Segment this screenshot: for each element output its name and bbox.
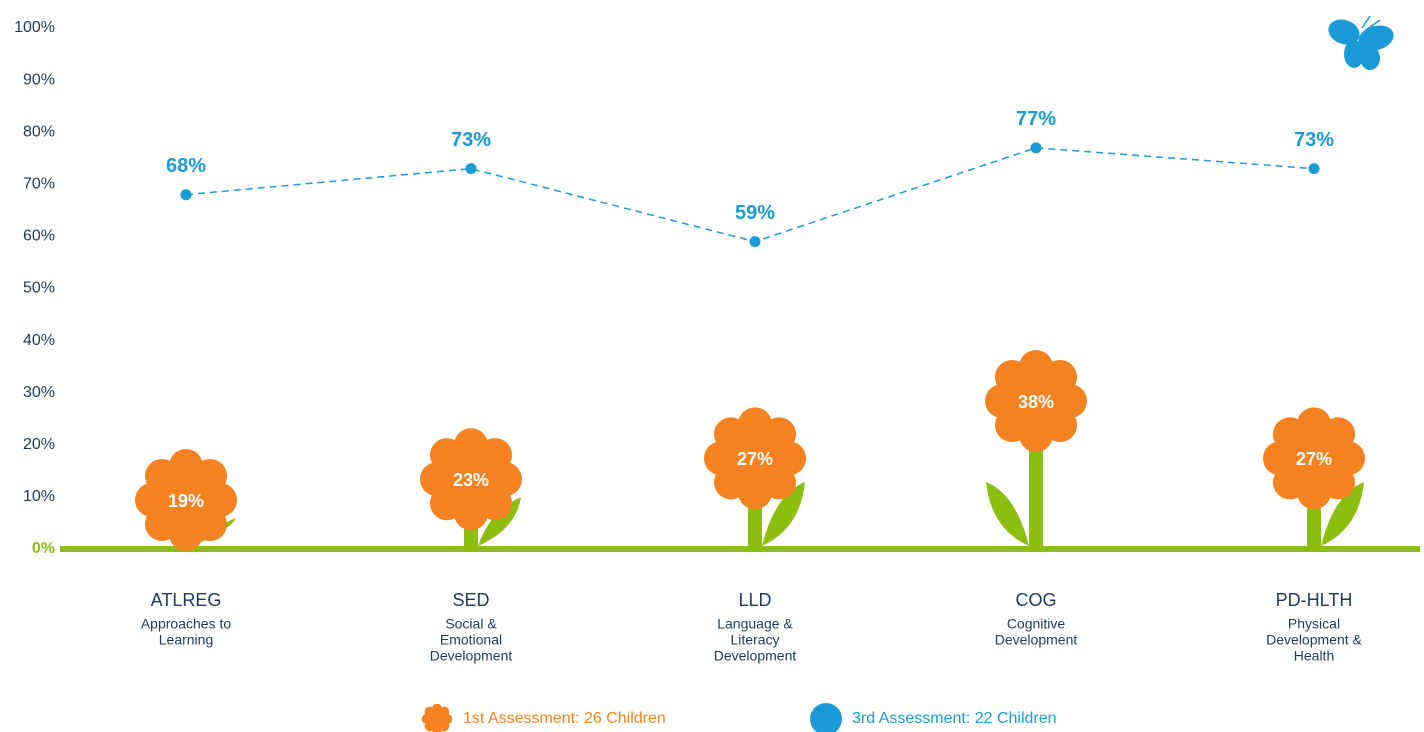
flower-center bbox=[425, 707, 449, 731]
leaf bbox=[762, 482, 805, 546]
line-point bbox=[1308, 163, 1320, 175]
value-label: 59% bbox=[735, 202, 775, 224]
category-description: Development bbox=[995, 632, 1078, 648]
line-point bbox=[749, 236, 761, 248]
butterfly-logo bbox=[1328, 15, 1394, 70]
y-tick-label: 80% bbox=[23, 123, 55, 140]
flower-center bbox=[432, 440, 510, 519]
category-description: Literacy bbox=[730, 632, 779, 648]
legend-label: 1st Assessment: 26 Children bbox=[463, 710, 666, 727]
value-label: 27% bbox=[1296, 449, 1332, 469]
line-point bbox=[180, 189, 192, 201]
line-point bbox=[465, 163, 477, 175]
category-description: Learning bbox=[159, 632, 214, 648]
value-label: 77% bbox=[1016, 108, 1056, 130]
value-label: 73% bbox=[451, 129, 491, 151]
value-label: 68% bbox=[166, 155, 206, 177]
category-label: SED bbox=[452, 590, 489, 610]
flower-center bbox=[716, 419, 794, 498]
y-tick-label: 0% bbox=[32, 540, 55, 557]
y-tick-label: 100% bbox=[14, 19, 55, 36]
category-description: Cognitive bbox=[1007, 616, 1066, 632]
value-label: 38% bbox=[1018, 392, 1054, 412]
legend-item: 1st Assessment: 26 Children bbox=[421, 703, 666, 732]
legend-item: 3rd Assessment: 22 Children bbox=[810, 703, 1057, 732]
flower-center bbox=[147, 461, 225, 540]
y-tick-label: 50% bbox=[23, 280, 55, 297]
value-label: 23% bbox=[453, 470, 489, 490]
category-description: Development bbox=[430, 648, 513, 664]
category-description: Development & bbox=[1266, 632, 1362, 648]
y-tick-label: 30% bbox=[23, 384, 55, 401]
line-point bbox=[1030, 142, 1042, 154]
value-label: 19% bbox=[168, 491, 204, 511]
y-tick-label: 40% bbox=[23, 332, 55, 349]
category-description: Physical bbox=[1288, 616, 1340, 632]
flower-bar bbox=[704, 407, 806, 549]
value-label: 27% bbox=[737, 449, 773, 469]
flower-center bbox=[997, 362, 1075, 441]
y-tick-label: 20% bbox=[23, 436, 55, 453]
value-label: 73% bbox=[1294, 129, 1334, 151]
category-description: Health bbox=[1294, 648, 1334, 664]
category-label: PD-HLTH bbox=[1276, 590, 1353, 610]
flower-bar bbox=[985, 350, 1087, 549]
leaf bbox=[1321, 482, 1364, 546]
flower-bar bbox=[135, 449, 237, 552]
y-tick-label: 60% bbox=[23, 228, 55, 245]
category-description: Approaches to bbox=[141, 616, 231, 632]
category-description: Social & bbox=[445, 616, 497, 632]
legend-swatch bbox=[810, 703, 842, 732]
flower-center bbox=[1275, 419, 1353, 498]
category-label: LLD bbox=[738, 590, 771, 610]
category-description: Emotional bbox=[440, 632, 502, 648]
line bbox=[185, 147, 1315, 243]
category-label: COG bbox=[1015, 590, 1056, 610]
category-description: Development bbox=[714, 648, 797, 664]
flower-bar bbox=[420, 428, 522, 549]
y-tick-label: 10% bbox=[23, 488, 55, 505]
category-description: Language & bbox=[717, 616, 793, 632]
y-tick-label: 70% bbox=[23, 176, 55, 193]
y-tick-label: 90% bbox=[23, 71, 55, 88]
flower-bar bbox=[1263, 407, 1365, 549]
leaf bbox=[986, 482, 1029, 546]
legend-label: 3rd Assessment: 22 Children bbox=[852, 710, 1057, 727]
category-label: ATLREG bbox=[151, 590, 222, 610]
